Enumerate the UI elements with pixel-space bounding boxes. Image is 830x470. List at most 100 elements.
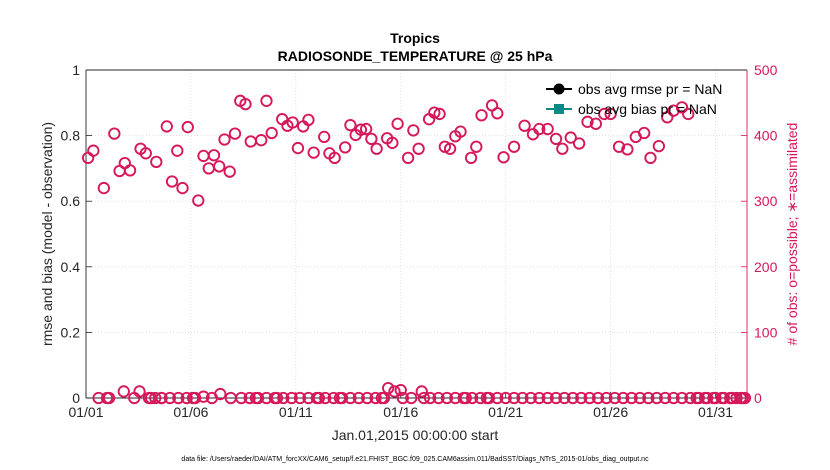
obs-count-point [423,391,437,405]
obs-count-point [188,391,202,405]
obs-count-point [108,127,121,140]
obs-count-point [180,391,193,405]
obs-count-point [675,101,689,114]
obs-count-point [474,391,487,405]
obs-count-point [223,165,236,178]
obs-count-point [235,391,248,405]
legend-bias-marker [554,104,564,114]
obs-count-point [117,385,130,398]
y-tick-label-right: 400 [754,128,778,144]
obs-count-point [491,107,504,120]
obs-count-point [464,151,478,165]
obs-count-point [163,391,177,405]
obs-count-point [438,140,451,153]
obs-count-point [443,142,457,155]
obs-count-point [564,131,577,144]
obs-count-point [572,137,586,150]
obs-count-point [97,181,110,195]
obs-count-point [302,391,315,405]
obs-count-point [412,142,425,155]
y-axis-label-left: rmse and bias (model - observation) [39,122,55,346]
obs-count-point [207,149,221,162]
x-tick-label: 01/01 [68,404,103,420]
obs-count-point [682,107,695,121]
x-axis-label: Jan.01,2015 00:00:00 start [332,427,499,443]
obs-count-point [415,385,428,398]
obs-count-point [307,146,320,159]
obs-count-point [625,391,638,405]
obs-count-point [277,391,290,405]
obs-count-point [558,391,571,405]
obs-count-point [197,390,210,403]
obs-count-point [133,385,146,398]
obs-count-point [293,391,307,405]
obs-count-point [730,391,743,405]
obs-count-point [583,391,596,405]
obs-count-point [268,391,282,405]
x-tick-label: 01/11 [279,404,313,420]
obs-count-point [608,391,621,405]
obs-count-point [213,160,226,173]
obs-count-point [457,391,470,405]
obs-count-point [391,117,404,130]
obs-count-point [497,151,510,164]
obs-count-point [142,391,156,405]
obs-count-point [541,122,554,136]
y-tick-label-left: 0.2 [61,324,81,340]
obs-count-point [707,391,720,405]
obs-count-point [352,391,365,405]
obs-count-point [165,175,179,188]
obs-count-point [344,391,357,405]
obs-count-point [139,147,152,160]
obs-count-point [365,132,378,146]
obs-count-point [724,391,737,405]
obs-count-point [621,143,634,156]
obs-count-point [401,151,415,165]
obs-count-point [549,132,563,146]
obs-count-point [150,155,163,168]
obs-count-point [566,391,579,405]
obs-count-point [698,391,712,405]
obs-count-point [491,391,504,405]
y-tick-label-left: 0.8 [61,128,81,144]
obs-count-point [386,136,399,149]
obs-count-point [405,391,418,405]
obs-count-point [690,391,703,405]
x-tick-label: 01/16 [383,404,418,420]
obs-count-point [667,391,680,405]
obs-count-point [440,391,454,405]
obs-count-point [449,391,462,405]
obs-count-point [642,391,655,405]
obs-count-point [684,391,697,405]
obs-count-point [396,391,410,405]
obs-count-point [475,109,488,122]
obs-count-point [589,117,603,130]
obs-count-point [516,391,529,405]
obs-count-point [507,140,521,153]
obs-count-point [87,144,100,157]
x-tick-label: 01/31 [698,404,733,420]
obs-count-point [310,391,323,405]
obs-count-point [318,130,331,144]
obs-count-point [377,391,391,405]
obs-count-point [650,391,663,405]
legend-rmse-label: obs avg rmse pr = NaN [578,81,722,97]
obs-count-point [407,124,420,137]
obs-count-point [181,120,194,134]
obs-count-point [255,134,268,147]
obs-count-point [433,107,446,121]
obs-count-point [394,383,407,397]
obs-count-point [260,94,273,107]
obs-count-point [507,391,521,405]
obs-count-markers [81,94,752,405]
obs-count-point [302,113,315,127]
obs-count-point [533,122,546,136]
obs-count-point [359,122,373,136]
obs-count-point [465,391,479,405]
y-tick-label-left: 0.6 [61,193,81,209]
y-tick-label-left: 1 [72,62,80,78]
obs-count-point [417,391,430,405]
x-tick-label: 01/21 [488,404,523,420]
chart-subtitle: RADIOSONDE_TEMPERATURE @ 25 hPa [278,48,553,64]
